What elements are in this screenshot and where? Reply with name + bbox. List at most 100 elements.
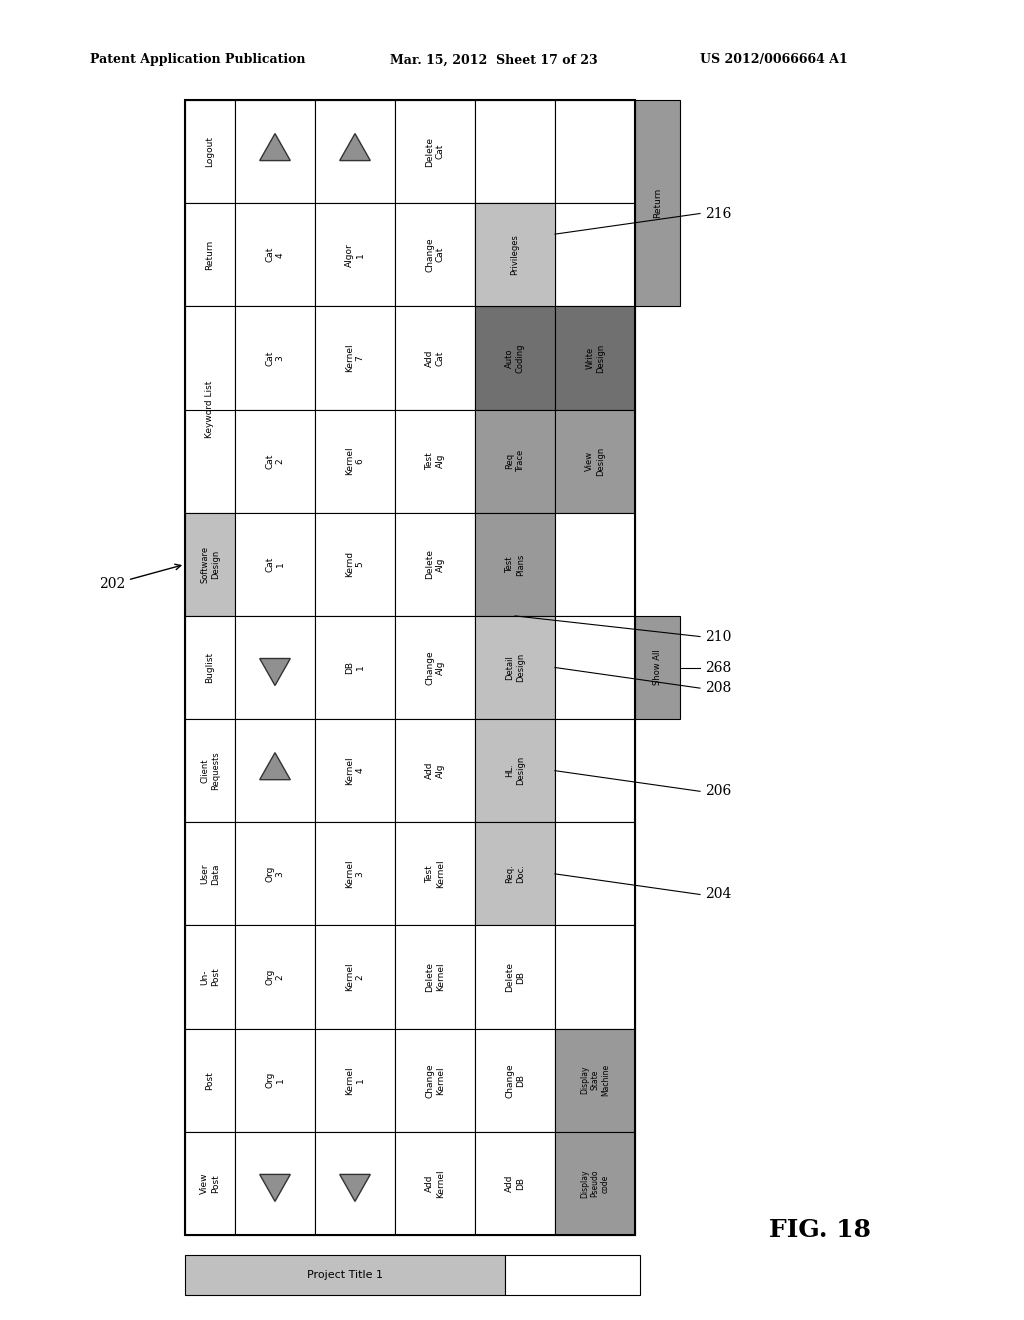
- Text: Delete
Alg: Delete Alg: [425, 549, 444, 579]
- Text: Software
Design: Software Design: [201, 545, 220, 583]
- Text: View
Post: View Post: [201, 1172, 220, 1195]
- Text: Change
Kernel: Change Kernel: [425, 1063, 444, 1097]
- Text: DB
1: DB 1: [345, 661, 365, 675]
- Bar: [555, 203, 635, 306]
- Bar: [475, 616, 555, 719]
- Bar: [395, 409, 475, 512]
- Polygon shape: [340, 1175, 371, 1201]
- Polygon shape: [260, 752, 290, 780]
- Text: Test
Plans: Test Plans: [505, 553, 524, 576]
- Bar: [185, 409, 234, 512]
- Bar: [185, 1255, 505, 1295]
- Bar: [395, 925, 475, 1028]
- Bar: [185, 616, 234, 719]
- Bar: [185, 1028, 234, 1131]
- Text: Delete
DB: Delete DB: [505, 962, 524, 993]
- Text: Un-
Post: Un- Post: [201, 968, 220, 986]
- Polygon shape: [340, 133, 371, 161]
- Bar: [315, 822, 395, 925]
- Bar: [395, 203, 475, 306]
- Text: Logout: Logout: [206, 136, 214, 168]
- Text: Org
3: Org 3: [265, 866, 285, 882]
- Text: Delete
Cat: Delete Cat: [425, 136, 444, 166]
- Polygon shape: [260, 133, 290, 161]
- Text: Org
2: Org 2: [265, 969, 285, 985]
- Text: Kernel
2: Kernel 2: [345, 962, 365, 991]
- Bar: [315, 719, 395, 822]
- Text: Privileges: Privileges: [511, 235, 519, 275]
- Text: Display
State
Machine: Display State Machine: [581, 1064, 610, 1097]
- Bar: [475, 719, 555, 822]
- Bar: [635, 100, 680, 306]
- Bar: [315, 203, 395, 306]
- Text: Buglist: Buglist: [206, 652, 214, 682]
- Bar: [555, 306, 635, 409]
- Text: Add
Cat: Add Cat: [425, 350, 444, 367]
- Bar: [185, 306, 234, 512]
- Text: Change
Cat: Change Cat: [425, 238, 444, 272]
- Text: 204: 204: [705, 887, 731, 902]
- Bar: [395, 306, 475, 409]
- Text: Org
1: Org 1: [265, 1072, 285, 1089]
- Bar: [185, 100, 635, 1236]
- Text: Add
DB: Add DB: [505, 1175, 524, 1192]
- Text: Return: Return: [653, 187, 662, 218]
- Bar: [475, 1028, 555, 1131]
- Bar: [555, 616, 635, 719]
- Bar: [315, 409, 395, 512]
- Text: HL.
Design: HL. Design: [505, 756, 524, 785]
- Bar: [635, 616, 680, 719]
- Text: Keyword List: Keyword List: [206, 381, 214, 438]
- Text: Add
Alg: Add Alg: [425, 762, 444, 779]
- Bar: [185, 203, 234, 306]
- Text: View
Design: View Design: [586, 446, 605, 475]
- Text: Add
Kernel: Add Kernel: [425, 1170, 444, 1197]
- Bar: [234, 409, 315, 512]
- Text: Delete
Kernel: Delete Kernel: [425, 962, 444, 993]
- Text: Return: Return: [206, 240, 214, 269]
- Bar: [555, 1028, 635, 1131]
- Bar: [395, 616, 475, 719]
- Bar: [234, 925, 315, 1028]
- Bar: [555, 822, 635, 925]
- Text: 202: 202: [98, 564, 181, 591]
- Bar: [185, 719, 234, 822]
- Bar: [475, 100, 555, 203]
- Bar: [185, 925, 234, 1028]
- Text: 216: 216: [705, 206, 731, 220]
- Bar: [475, 306, 555, 409]
- Text: User
Data: User Data: [201, 863, 220, 884]
- Text: Detail
Design: Detail Design: [505, 653, 524, 682]
- Bar: [234, 512, 315, 616]
- Bar: [185, 512, 234, 616]
- Text: Write
Design: Write Design: [586, 343, 605, 372]
- Text: Cat
2: Cat 2: [265, 454, 285, 469]
- Text: Change
Alg: Change Alg: [425, 651, 444, 685]
- Text: Mar. 15, 2012  Sheet 17 of 23: Mar. 15, 2012 Sheet 17 of 23: [390, 54, 598, 66]
- Bar: [315, 1131, 395, 1236]
- Text: Project Title 1: Project Title 1: [307, 1270, 383, 1280]
- Bar: [475, 925, 555, 1028]
- Bar: [555, 1131, 635, 1236]
- Polygon shape: [260, 1175, 290, 1201]
- Text: US 2012/0066664 A1: US 2012/0066664 A1: [700, 54, 848, 66]
- Bar: [234, 1131, 315, 1236]
- Bar: [395, 1131, 475, 1236]
- Text: Kernel
3: Kernel 3: [345, 859, 365, 888]
- Text: Test
Alg: Test Alg: [425, 453, 444, 470]
- Text: FIG. 18: FIG. 18: [769, 1218, 871, 1242]
- Bar: [475, 1131, 555, 1236]
- Bar: [475, 203, 555, 306]
- Text: Change
DB: Change DB: [505, 1063, 524, 1097]
- Bar: [555, 925, 635, 1028]
- Bar: [395, 822, 475, 925]
- Text: Client
Requests: Client Requests: [201, 751, 220, 791]
- Bar: [555, 100, 635, 203]
- Text: Display
Pseudo
code: Display Pseudo code: [581, 1170, 610, 1197]
- Text: Algor
1: Algor 1: [345, 243, 365, 267]
- Text: Kernel
6: Kernel 6: [345, 447, 365, 475]
- Bar: [315, 1028, 395, 1131]
- Bar: [555, 512, 635, 616]
- Bar: [185, 822, 234, 925]
- Text: Kernel
7: Kernel 7: [345, 343, 365, 372]
